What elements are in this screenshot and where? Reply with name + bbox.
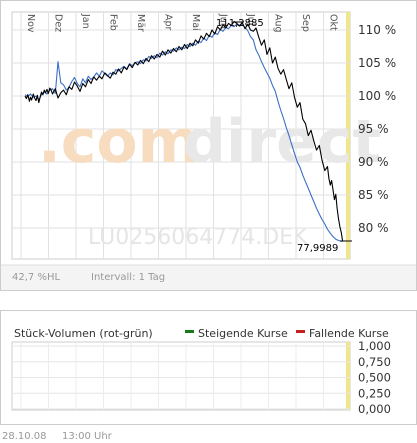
legend-falling-label: Fallende Kurse: [309, 327, 389, 340]
current-period-highlight: [346, 12, 350, 259]
y-tick-95: 95 %: [358, 122, 389, 136]
series-line-black: [24, 20, 344, 242]
y-tick-100: 100 %: [358, 89, 396, 103]
x-tick-apr: Apr: [163, 14, 174, 31]
volume-y-tick-4: 0,000: [358, 402, 391, 416]
series-line-blue: [24, 23, 343, 242]
x-tick-jan: Jan: [80, 13, 91, 29]
x-tick-jul: Jul: [245, 13, 256, 25]
low-annotation: 77,9989: [297, 240, 352, 254]
y-tick-90: 90 %: [358, 155, 389, 169]
watermark-direct: direct: [183, 107, 381, 177]
horizontal-gridlines: [12, 29, 350, 229]
legend-rising-label: Steigende Kurse: [198, 327, 288, 340]
volatility-label: 42,7 %HL: [12, 272, 60, 283]
volume-y-tick-3: 0,250: [358, 386, 391, 400]
interval-label: Intervall: 1 Tag: [91, 272, 165, 283]
y-tick-105: 105 %: [358, 56, 396, 70]
price-chart: .com direct LU0256064774.DEK Nov Dez Jan Fe…: [0, 0, 417, 291]
x-axis-ticks: Nov Dez Jan Feb Mär Apr Mai Jun Jul Aug Sep Okt: [25, 13, 339, 33]
y-axis-ticks: 110 % 105 % 100 % 95 % 90 % 85 % 80 %: [358, 23, 396, 235]
x-tick-nov: Nov: [25, 14, 36, 33]
brand-watermark: .com direct: [38, 107, 381, 177]
x-tick-mär: Mär: [135, 14, 146, 32]
vertical-gridlines: [20, 12, 324, 259]
series-layer: [24, 20, 344, 242]
volume-y-tick-2: 0,500: [358, 371, 391, 385]
isin-watermark: LU0256064774.DEK: [88, 225, 308, 250]
x-tick-feb: Feb: [108, 14, 119, 31]
x-tick-okt: Okt: [328, 14, 339, 31]
low-value-label: 77,9989: [297, 243, 338, 254]
volume-y-tick-0: 1,000: [358, 339, 391, 353]
x-tick-sep: Sep: [300, 14, 311, 32]
volume-y-tick-1: 0,750: [358, 355, 391, 369]
footer-date: 28.10.08: [2, 431, 47, 442]
y-tick-85: 85 %: [358, 188, 389, 202]
volume-chart: Stück-Volumen (rot-grün) Steigende Kurse…: [0, 310, 417, 425]
volume-title: Stück-Volumen (rot-grün): [14, 327, 153, 340]
high-annotation: 111,2885: [216, 18, 264, 29]
volume-gridlines: [12, 342, 350, 410]
x-tick-mai: Mai: [190, 14, 201, 31]
x-tick-jun: Jun: [218, 13, 229, 29]
high-value-label: 111,2885: [216, 18, 264, 29]
legend-rising-swatch: [185, 330, 194, 333]
y-tick-110: 110 %: [358, 23, 396, 37]
volume-legend: Steigende Kurse Fallende Kurse: [185, 327, 389, 340]
volume-current-highlight: [346, 342, 350, 410]
footer-time: 13:00 Uhr: [62, 431, 113, 442]
y-tick-80: 80 %: [358, 221, 389, 235]
legend-falling-swatch: [296, 330, 305, 333]
price-chart-footer-band: [1, 265, 416, 290]
x-tick-aug: Aug: [273, 14, 284, 33]
watermark-com: .com: [38, 107, 200, 177]
x-tick-dez: Dez: [53, 14, 64, 32]
